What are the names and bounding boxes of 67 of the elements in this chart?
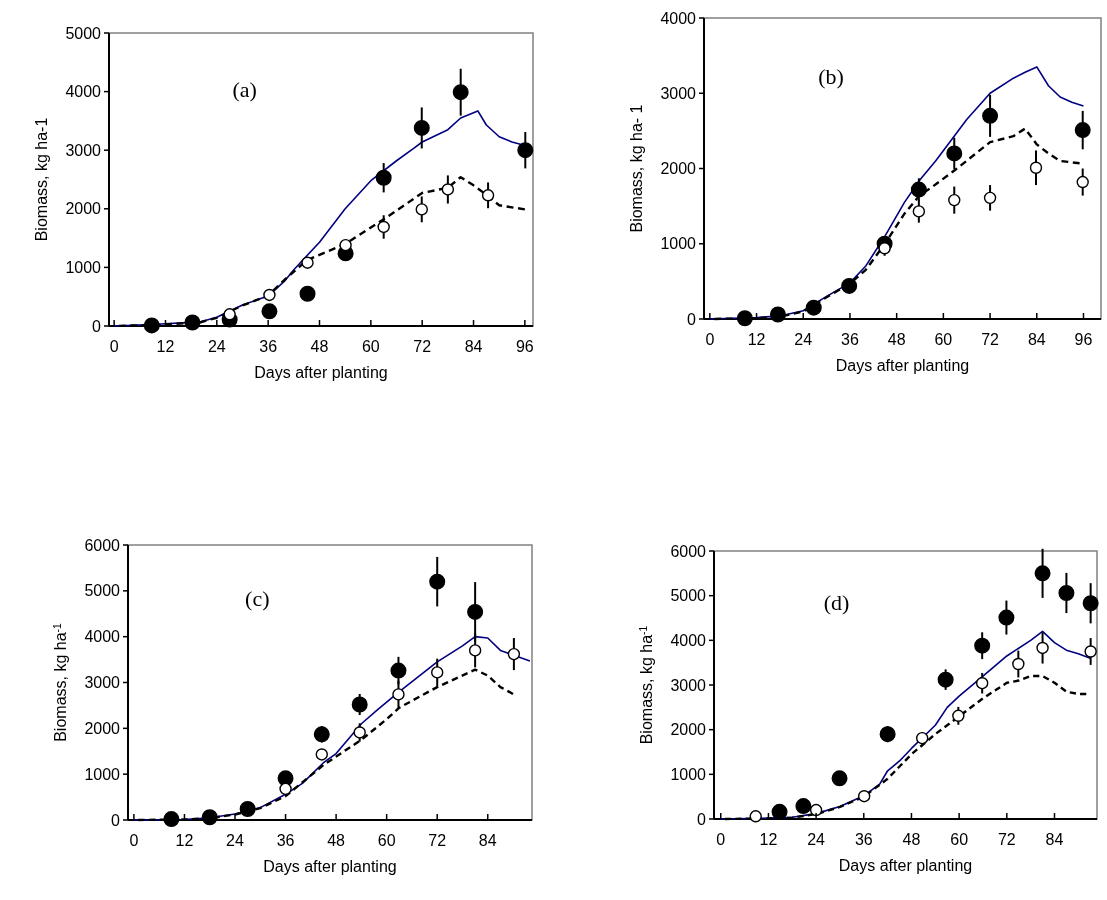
x-tick-label: 24 — [794, 331, 813, 348]
x-tick-label: 48 — [902, 831, 921, 848]
y-tick-label: 3000 — [670, 676, 707, 694]
x-tick-label: 84 — [1045, 831, 1064, 848]
y-tick-label: 5000 — [670, 587, 707, 605]
x-tick-label: 12 — [759, 831, 778, 848]
y-tick-label: 3000 — [84, 674, 121, 692]
x-tick-label: 24 — [807, 831, 826, 848]
x-tick-label: 96 — [515, 338, 534, 355]
x-tick-label: 84 — [1027, 331, 1046, 348]
y-tick-label: 4000 — [65, 83, 102, 101]
y-tick-label: 2000 — [670, 721, 707, 739]
x-tick-label: 48 — [310, 338, 329, 355]
x-tick-label: 48 — [327, 832, 346, 849]
y-tick-label: 0 — [697, 810, 707, 828]
x-tick-label: 36 — [841, 331, 859, 348]
text: (a) — [232, 77, 257, 103]
x-axis-title: Days after planting — [263, 858, 397, 875]
y-tick-label: 4000 — [670, 631, 707, 649]
x-tick-label: 24 — [207, 338, 226, 355]
x-tick-label: 60 — [377, 832, 396, 849]
y-tick-label: 1000 — [670, 765, 707, 783]
y-tick-label: 0 — [111, 811, 121, 829]
x-tick-label: 72 — [981, 331, 1000, 348]
y-axis-title: Biomass, kg ha- 1 — [628, 104, 645, 233]
y-tick-label: 0 — [92, 317, 102, 335]
text: (c) — [245, 585, 270, 611]
y-tick-label: 2000 — [84, 719, 121, 737]
y-tick-label: 3000 — [65, 141, 102, 159]
y-tick-label: 2000 — [65, 200, 102, 218]
x-tick-label: 12 — [175, 832, 194, 849]
x-tick-label: 96 — [1074, 331, 1093, 348]
x-tick-label: 12 — [747, 331, 766, 348]
x-tick-label: 0 — [129, 832, 139, 849]
x-tick-label: 60 — [934, 331, 953, 348]
x-tick-label: 72 — [413, 338, 432, 355]
x-tick-label: 12 — [156, 338, 175, 355]
x-tick-label: 60 — [361, 338, 380, 355]
y-tick-label: 3000 — [660, 84, 697, 102]
x-axis-title: Days after planting — [838, 857, 973, 874]
x-tick-label: 60 — [950, 831, 969, 848]
text: (b) — [818, 64, 844, 90]
x-tick-label: 72 — [428, 832, 447, 849]
y-tick-label: 6000 — [84, 536, 121, 554]
x-tick-label: 0 — [716, 831, 726, 848]
y-tick-label: 4000 — [660, 9, 697, 27]
x-axis-title: Days after planting — [254, 364, 388, 381]
text: (d) — [823, 589, 850, 615]
x-tick-label: 84 — [464, 338, 483, 355]
y-tick-label: 1000 — [660, 235, 697, 253]
x-tick-label: 36 — [854, 831, 873, 848]
y-tick-label: 5000 — [84, 582, 121, 600]
y-tick-label: 6000 — [670, 542, 707, 560]
y-tick-label: 1000 — [84, 765, 121, 783]
y-tick-label: 4000 — [84, 628, 121, 646]
x-tick-label: 36 — [276, 832, 295, 849]
y-tick-label: 1000 — [65, 259, 102, 276]
x-tick-label: 48 — [887, 331, 906, 348]
x-axis-title: Days after planting — [835, 357, 970, 374]
y-tick-label: 0 — [687, 310, 697, 328]
x-tick-label: 72 — [997, 831, 1016, 848]
y-tick-label: 5000 — [65, 24, 102, 42]
x-tick-label: 36 — [259, 338, 278, 355]
x-tick-label: 84 — [478, 832, 497, 849]
x-tick-label: 24 — [226, 832, 244, 849]
y-tick-label: 2000 — [660, 160, 697, 178]
y-axis-title: Biomass, kg ha-1 — [33, 117, 50, 242]
